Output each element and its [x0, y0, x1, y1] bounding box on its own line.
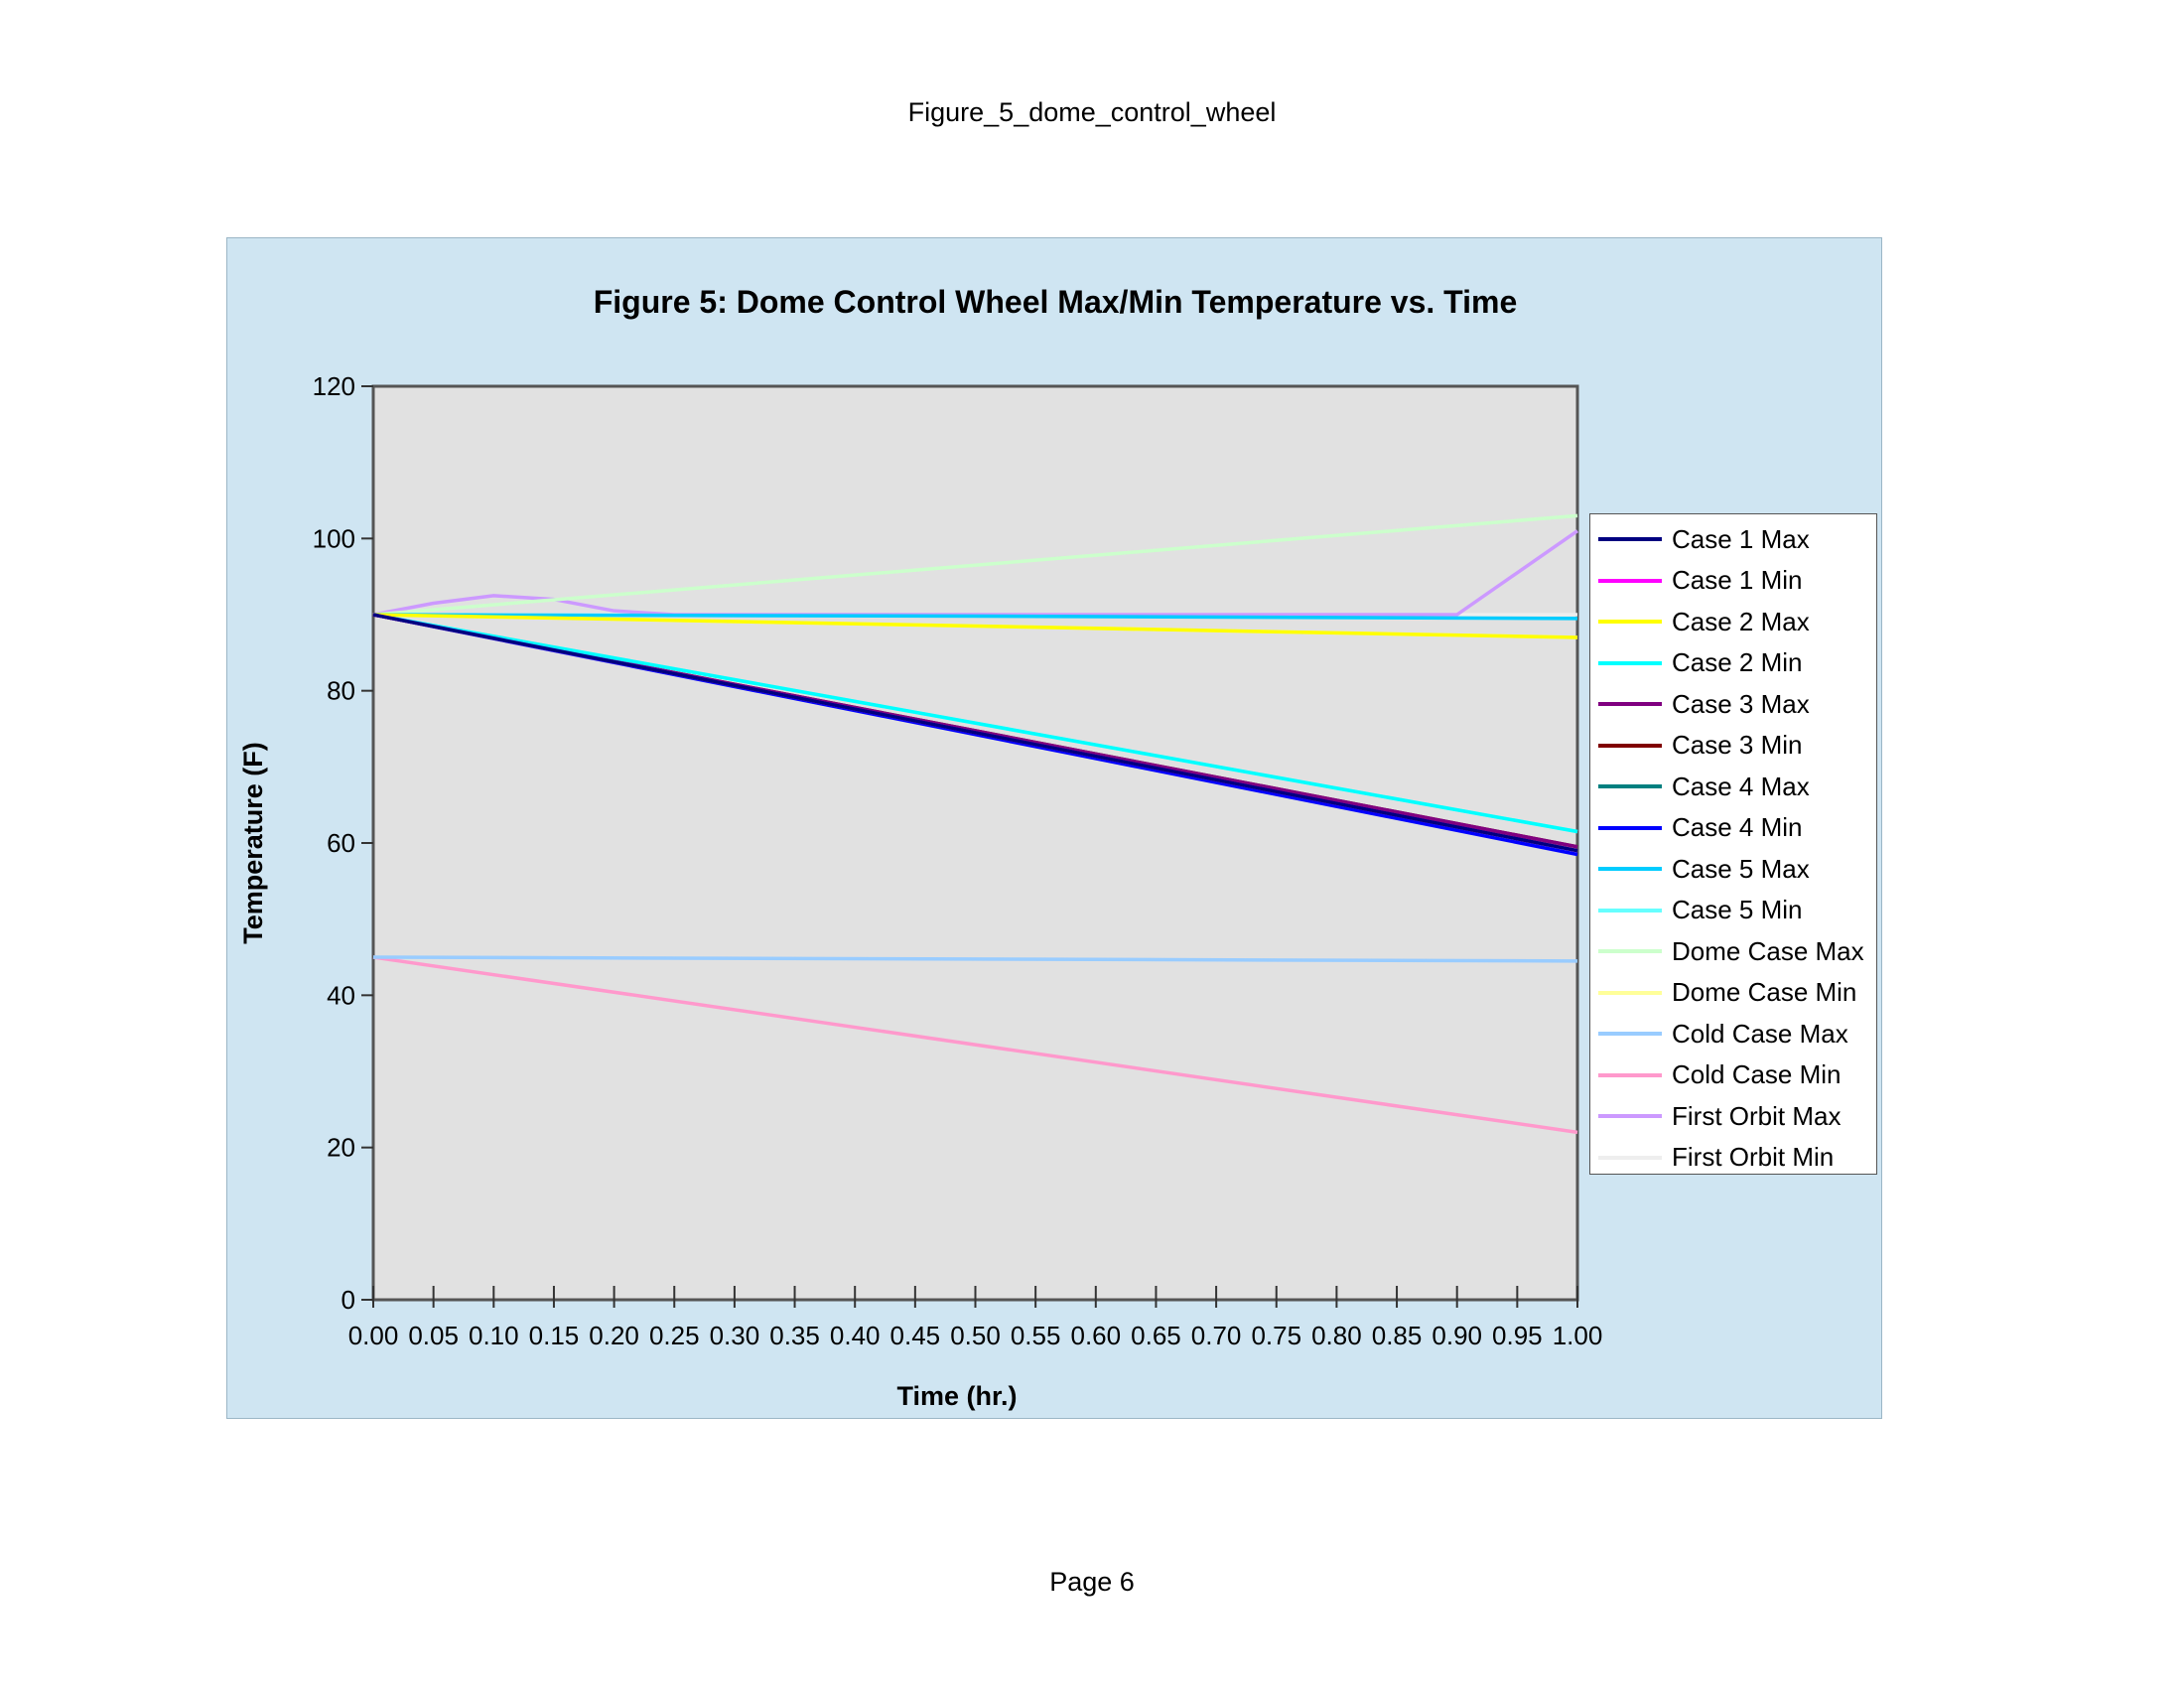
x-tick-label: 0.70	[1191, 1321, 1242, 1350]
legend-swatch	[1598, 949, 1662, 953]
x-tick-label: 0.85	[1372, 1321, 1423, 1350]
legend-item: Dome Case Min	[1598, 977, 1857, 1008]
legend-swatch	[1598, 702, 1662, 706]
legend-swatch	[1598, 660, 1662, 665]
legend-swatch	[1598, 578, 1662, 583]
x-tick-label: 0.40	[830, 1321, 881, 1350]
y-tick-label: 20	[327, 1133, 355, 1163]
x-tick-label: 0.60	[1070, 1321, 1121, 1350]
legend-swatch	[1598, 1032, 1662, 1036]
series-line-case-1-max	[372, 613, 1578, 853]
legend-label: First Orbit Min	[1672, 1142, 1835, 1172]
x-axis-label: Time (hr.)	[896, 1381, 1017, 1411]
legend-label: Dome Case Max	[1672, 935, 1864, 966]
legend-label: Case 5 Min	[1672, 895, 1803, 924]
series-line-dome-case-max	[372, 513, 1578, 617]
x-tick-label: 0.00	[348, 1321, 399, 1350]
page-header: Figure_5_dome_control_wheel	[907, 97, 1277, 127]
x-tick-label: 0.80	[1311, 1321, 1362, 1350]
legend-swatch	[1598, 1072, 1662, 1077]
legend-swatch	[1598, 743, 1662, 748]
x-tick-label: 0.45	[890, 1321, 941, 1350]
legend-swatch	[1598, 990, 1662, 995]
series-line-cold-case-max	[372, 955, 1578, 963]
legend-swatch	[1598, 537, 1662, 541]
y-tick-label: 80	[327, 676, 355, 706]
chart-panel: Figure 5: Dome Control Wheel Max/Min Tem…	[226, 237, 1882, 1419]
legend-item: First Orbit Max	[1598, 1101, 1841, 1131]
legend-item: First Orbit Min	[1598, 1142, 1835, 1173]
x-tick-label: 0.10	[469, 1321, 519, 1350]
legend-label: Cold Case Min	[1672, 1059, 1842, 1089]
legend-item: Case 5 Max	[1598, 854, 1810, 884]
plot-area	[371, 384, 1579, 1302]
chart-title: Figure 5: Dome Control Wheel Max/Min Tem…	[593, 284, 1518, 320]
x-tick-label: 0.15	[529, 1321, 580, 1350]
legend-label: Case 3 Max	[1672, 688, 1810, 719]
y-tick-label: 120	[313, 371, 355, 401]
page-footer: Page 6	[1049, 1567, 1135, 1597]
chart-legend: Case 1 Max Case 1 Min Case 2 Max Case 2 Min…	[1589, 513, 1877, 1175]
series-layer	[372, 513, 1578, 1135]
legend-label: Case 1 Min	[1672, 565, 1803, 595]
legend-item: Dome Case Max	[1598, 936, 1864, 966]
x-tick-label: 0.90	[1432, 1321, 1482, 1350]
series-line-first-orbit-max	[372, 529, 1578, 617]
legend-swatch	[1598, 1114, 1662, 1118]
x-tick-label: 0.50	[950, 1321, 1001, 1350]
legend-item: Case 2 Min	[1598, 647, 1803, 678]
legend-label: Case 4 Min	[1672, 812, 1803, 842]
legend-label: Case 2 Min	[1672, 647, 1803, 677]
legend-item: Case 1 Min	[1598, 565, 1803, 596]
y-tick-label: 60	[327, 828, 355, 858]
legend-item: Cold Case Max	[1598, 1019, 1848, 1049]
axis-layer: 0 20 40 60 80 100 120 0.00 0.05 0.10 0.15 0.20 0.25 0…	[313, 371, 1603, 1350]
legend-item: Case 5 Min	[1598, 895, 1803, 925]
y-tick-label: 0	[341, 1285, 355, 1315]
legend-label: Dome Case Min	[1672, 977, 1857, 1007]
x-tick-label: 1.00	[1553, 1321, 1603, 1350]
series-line-case-2-min	[372, 613, 1578, 834]
legend-item: Case 4 Min	[1598, 812, 1803, 843]
x-tick-label: 0.20	[589, 1321, 639, 1350]
legend-label: Case 5 Max	[1672, 853, 1810, 884]
legend-label: Case 4 Max	[1672, 771, 1810, 801]
legend-item: Case 3 Min	[1598, 730, 1803, 761]
y-tick-label: 100	[313, 523, 355, 553]
x-tick-label: 0.25	[649, 1321, 700, 1350]
y-axis-label: Temperature (F)	[238, 742, 268, 944]
legend-label: Cold Case Max	[1672, 1018, 1848, 1049]
series-line-cold-case-min	[372, 955, 1578, 1135]
legend-item: Cold Case Min	[1598, 1059, 1842, 1090]
legend-swatch	[1598, 784, 1662, 788]
x-tick-label: 0.75	[1251, 1321, 1301, 1350]
x-tick-label: 0.65	[1131, 1321, 1181, 1350]
legend-item: Case 4 Max	[1598, 772, 1810, 801]
y-tick-label: 40	[327, 980, 355, 1010]
legend-item: Case 1 Max	[1598, 524, 1810, 554]
series-line-case-5-max	[372, 613, 1578, 621]
x-tick-label: 0.95	[1492, 1321, 1543, 1350]
legend-swatch	[1598, 867, 1662, 871]
legend-item: Case 3 Max	[1598, 689, 1810, 719]
series-line-case-2-max	[372, 613, 1578, 639]
line-chart: 0 20 40 60 80 100 120 0.00 0.05 0.10 0.15 0.20 0.25 0…	[238, 371, 1603, 1411]
legend-item: Case 2 Max	[1598, 607, 1810, 636]
legend-label: Case 2 Max	[1672, 606, 1810, 636]
x-tick-label: 0.35	[769, 1321, 820, 1350]
x-tick-label: 0.55	[1011, 1321, 1061, 1350]
legend-label: Case 3 Min	[1672, 730, 1803, 760]
legend-swatch	[1598, 908, 1662, 913]
legend-swatch	[1598, 825, 1662, 830]
legend-label: Case 1 Max	[1672, 523, 1810, 554]
x-tick-label: 0.30	[710, 1321, 760, 1350]
legend-label: First Orbit Max	[1672, 1100, 1842, 1131]
legend-swatch	[1598, 620, 1662, 624]
legend-swatch	[1598, 1155, 1662, 1160]
x-tick-label: 0.05	[408, 1321, 459, 1350]
